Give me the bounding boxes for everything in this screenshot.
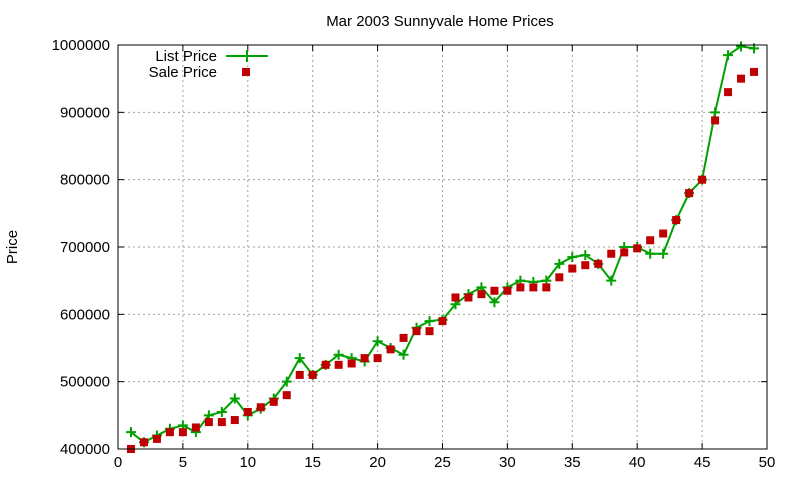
sale-price-point bbox=[503, 286, 512, 295]
y-tick-label: 800000 bbox=[60, 172, 110, 189]
x-tick-label: 0 bbox=[114, 454, 122, 471]
x-tick-label: 30 bbox=[499, 454, 516, 471]
sale-price-point bbox=[152, 434, 161, 443]
list-price-point bbox=[723, 50, 734, 61]
list-price-point bbox=[333, 349, 344, 360]
sale-price-point bbox=[646, 236, 655, 245]
sale-price-point bbox=[256, 403, 265, 412]
list-price-point bbox=[424, 316, 435, 327]
legend-marker-sale-price bbox=[242, 68, 250, 76]
sale-price-point bbox=[360, 354, 369, 363]
sale-price-point bbox=[347, 359, 356, 368]
sale-price-point bbox=[178, 428, 187, 437]
sale-price-point bbox=[685, 189, 694, 198]
sale-price-point bbox=[594, 259, 603, 268]
sale-price-point bbox=[230, 416, 239, 425]
list-price-point bbox=[372, 336, 383, 347]
sale-price-point bbox=[516, 283, 525, 292]
x-tick-label: 10 bbox=[239, 454, 256, 471]
x-tick-label: 5 bbox=[179, 454, 187, 471]
x-tick-label: 50 bbox=[759, 454, 776, 471]
list-price-point bbox=[281, 376, 292, 387]
series bbox=[125, 41, 760, 453]
y-axis-label: Price bbox=[4, 230, 21, 264]
list-price-point bbox=[229, 393, 240, 404]
axis-ticks: 0 5 10 15 20 25 30 35 40 45 50 400000 500000 600000 70… bbox=[52, 37, 776, 471]
sale-price-point bbox=[399, 333, 408, 342]
sale-price-point bbox=[698, 175, 707, 184]
sale-price-point bbox=[386, 345, 395, 354]
list-price-point bbox=[658, 248, 669, 259]
sale-price-point bbox=[750, 67, 759, 76]
sale-price-point bbox=[633, 244, 642, 253]
sale-price-point bbox=[542, 283, 551, 292]
list-price-point bbox=[294, 353, 305, 364]
sale-price-point bbox=[464, 293, 473, 302]
sale-price-point bbox=[412, 327, 421, 336]
x-tick-label: 25 bbox=[434, 454, 451, 471]
legend-label-sale-price: Sale Price bbox=[149, 64, 217, 81]
sale-price-point bbox=[139, 438, 148, 447]
sale-price-point bbox=[711, 116, 720, 125]
list-price-point bbox=[567, 252, 578, 263]
x-tick-label: 35 bbox=[564, 454, 581, 471]
list-price-point bbox=[554, 258, 565, 269]
sale-price-point bbox=[490, 286, 499, 295]
sale-price-point bbox=[321, 360, 330, 369]
y-tick-label: 500000 bbox=[60, 374, 110, 391]
plot-frame bbox=[117, 44, 768, 450]
sale-price-point bbox=[282, 391, 291, 400]
sale-price-point bbox=[308, 370, 317, 379]
sale-price-point bbox=[581, 261, 590, 270]
y-tick-label: 700000 bbox=[60, 239, 110, 256]
sale-price-point bbox=[529, 283, 538, 292]
y-tick-label: 900000 bbox=[60, 104, 110, 121]
sale-price-point bbox=[373, 354, 382, 363]
list-price-point bbox=[125, 427, 136, 438]
list-price-point bbox=[216, 406, 227, 417]
sale-price-point bbox=[620, 248, 629, 257]
sale-price-point bbox=[334, 360, 343, 369]
y-tick-label: 600000 bbox=[60, 306, 110, 323]
list-price-point bbox=[489, 297, 500, 308]
sale-price-point bbox=[607, 249, 616, 258]
sale-price-point bbox=[191, 423, 200, 432]
sale-price-point bbox=[269, 397, 278, 406]
sale-price-point bbox=[672, 216, 681, 225]
sale-price-point bbox=[451, 293, 460, 302]
x-tick-label: 40 bbox=[629, 454, 646, 471]
sale-price-point bbox=[217, 418, 226, 427]
list-price-point bbox=[398, 349, 409, 360]
sale-price-point bbox=[659, 229, 668, 238]
y-tick-label: 1000000 bbox=[52, 37, 110, 54]
sale-price-point bbox=[295, 370, 304, 379]
sale-price-point bbox=[737, 74, 746, 83]
list-price-point bbox=[645, 248, 656, 259]
sale-price-point bbox=[724, 88, 733, 97]
grid bbox=[118, 45, 767, 449]
sale-price-point bbox=[438, 317, 447, 326]
list-price-point bbox=[606, 275, 617, 286]
list-price-point bbox=[736, 41, 747, 52]
sale-price-point bbox=[425, 327, 434, 336]
list-price-point bbox=[580, 250, 591, 261]
sale-price-point bbox=[204, 418, 213, 427]
sale-price-point bbox=[165, 428, 174, 437]
x-tick-label: 45 bbox=[694, 454, 711, 471]
chart-title: Mar 2003 Sunnyvale Home Prices bbox=[326, 13, 554, 30]
sale-price-point bbox=[555, 273, 564, 282]
legend-marker-list-price bbox=[241, 50, 253, 62]
sale-price-point bbox=[477, 290, 486, 299]
legend: List Price Sale Price bbox=[149, 48, 268, 81]
list-price-point bbox=[710, 107, 721, 118]
sale-price-point bbox=[243, 407, 252, 416]
y-tick-label: 400000 bbox=[60, 441, 110, 458]
legend-label-list-price: List Price bbox=[155, 48, 217, 65]
x-tick-label: 20 bbox=[369, 454, 386, 471]
x-tick-label: 15 bbox=[304, 454, 321, 471]
sale-price-point bbox=[568, 264, 577, 273]
